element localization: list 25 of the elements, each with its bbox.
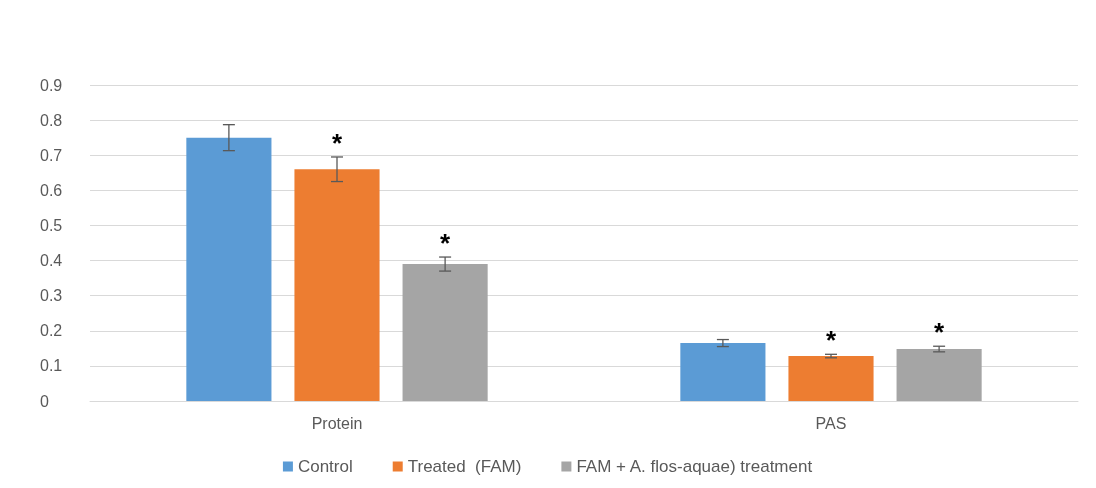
- y-tick-label: 0.3: [40, 287, 63, 305]
- data-label: *: [440, 228, 452, 259]
- bar: [402, 264, 488, 401]
- y-tick-label: 0.9: [40, 76, 63, 94]
- bar: [680, 343, 766, 401]
- y-tick-label: 0.4: [40, 252, 63, 270]
- y-tick-label: 0.2: [40, 322, 63, 340]
- legend-label: FAM + A. flos-aquae) treatment: [576, 457, 813, 476]
- data-label: *: [825, 325, 837, 356]
- x-tick-label: Protein: [311, 414, 363, 432]
- bar: [186, 137, 272, 401]
- y-tick-label: 0.8: [40, 111, 63, 129]
- bar: [294, 169, 380, 401]
- y-tick-label: 0: [40, 392, 49, 410]
- bar: [788, 356, 874, 401]
- y-tick-label: 0.5: [40, 216, 63, 234]
- y-tick-label: 0.1: [40, 357, 63, 375]
- data-label: *: [934, 317, 946, 348]
- data-label: *: [331, 127, 343, 158]
- x-tick-label: PAS: [815, 414, 847, 432]
- legend-label: Control: [297, 457, 353, 476]
- legend-label: Treated (FAM): [407, 457, 522, 476]
- y-tick-label: 0.6: [40, 181, 63, 199]
- bar: [896, 349, 982, 401]
- y-tick-label: 0.7: [40, 146, 63, 164]
